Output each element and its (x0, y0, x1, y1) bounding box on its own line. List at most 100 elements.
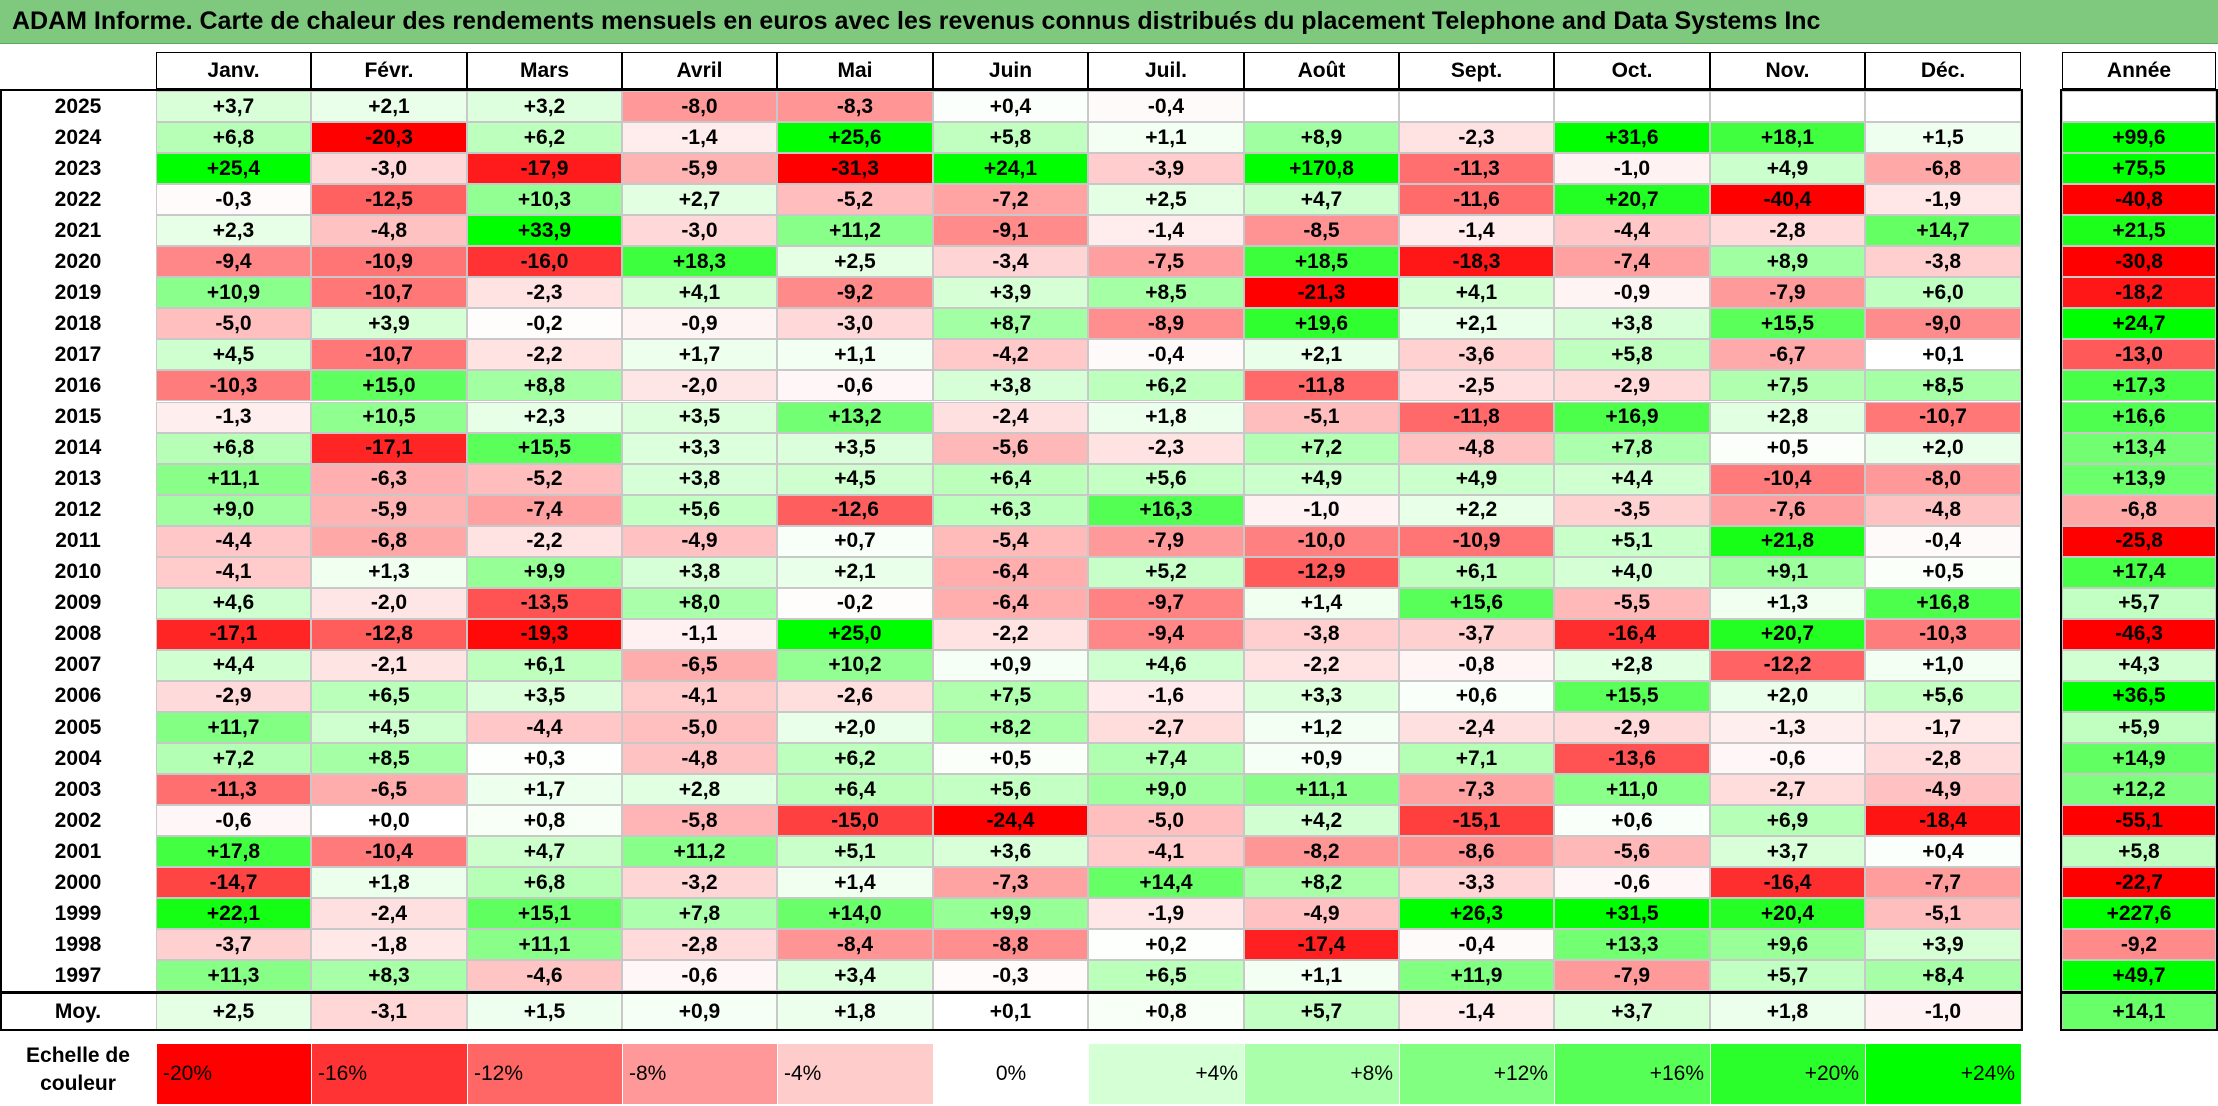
heatmap-cell: -8,2 (1244, 836, 1399, 868)
heatmap-cell: -7,9 (1554, 960, 1710, 992)
heatmap-cell: +26,3 (1399, 898, 1554, 930)
heatmap-cell: -10,7 (311, 339, 467, 371)
heatmap-cell: -10,9 (311, 246, 467, 278)
heatmap-cell: +2,3 (156, 215, 311, 247)
heatmap-cell: -4,8 (1399, 432, 1554, 464)
heatmap-cell: +2,8 (1554, 649, 1710, 681)
heatmap-cell: +7,8 (1554, 432, 1710, 464)
heatmap-cell: -1,0 (1244, 494, 1399, 526)
average-cell: +1,8 (1710, 993, 1865, 1030)
heatmap-cell: -12,8 (311, 618, 467, 650)
heatmap-cell: -10,0 (1244, 525, 1399, 557)
heatmap-cell: +22,1 (156, 898, 311, 930)
annual-return-cell: +75,5 (2062, 153, 2216, 185)
heatmap-cell: -5,6 (933, 432, 1088, 464)
heatmap-cell: +1,1 (1088, 122, 1244, 154)
heatmap-cell: +2,5 (777, 246, 933, 278)
row-year-label: 2012 (54, 498, 102, 522)
heatmap-cell: +0,9 (1244, 743, 1399, 775)
heatmap-cell: -0,6 (1554, 867, 1710, 899)
row-year-label: 2010 (54, 560, 102, 584)
heatmap-cell: +4,9 (1244, 463, 1399, 495)
heatmap-cell: -4,1 (622, 680, 777, 712)
heatmap-cell: +8,5 (1088, 277, 1244, 309)
heatmap-cell: +3,9 (1865, 929, 2021, 961)
heatmap-cell: +3,5 (777, 432, 933, 464)
heatmap-cell: +3,7 (1710, 836, 1865, 868)
annual-return-cell: +24,7 (2062, 308, 2216, 340)
annual-return-cell: +99,6 (2062, 122, 2216, 154)
color-scale-swatch: +12% (1399, 1044, 1554, 1104)
month-header: Juil. (1088, 52, 1244, 89)
heatmap-cell: +1,3 (311, 556, 467, 588)
heatmap-cell: -5,4 (933, 525, 1088, 557)
heatmap-cell: -0,9 (1554, 277, 1710, 309)
heatmap-cell: -2,3 (1088, 432, 1244, 464)
heatmap-cell: -7,4 (467, 494, 622, 526)
row-year-label: 1999 (54, 901, 102, 925)
heatmap-cell: -8,5 (1244, 215, 1399, 247)
annual-return-cell: +12,2 (2062, 774, 2216, 806)
heatmap-cell: +11,1 (1244, 774, 1399, 806)
row-year-label: 2017 (54, 342, 102, 366)
heatmap-cell: -5,1 (1865, 898, 2021, 930)
heatmap-cell: +0,8 (467, 805, 622, 837)
row-year-label: 2002 (54, 808, 102, 832)
heatmap-cell: -2,7 (1710, 774, 1865, 806)
heatmap-cell: -17,4 (1244, 929, 1399, 961)
annual-return-cell: +227,6 (2062, 898, 2216, 930)
heatmap-cell: +15,6 (1399, 587, 1554, 619)
heatmap-cell: +3,9 (933, 277, 1088, 309)
heatmap-cell: +16,3 (1088, 494, 1244, 526)
heatmap-cell: +1,7 (467, 774, 622, 806)
heatmap-cell: -5,0 (156, 308, 311, 340)
month-header: Sept. (1399, 52, 1554, 89)
heatmap-cell: +2,8 (1710, 401, 1865, 433)
annual-return-cell: -6,8 (2062, 494, 2216, 526)
heatmap-cell: +2,0 (777, 712, 933, 744)
heatmap-cell: +0,1 (1865, 339, 2021, 371)
heatmap-cell: -20,3 (311, 122, 467, 154)
row-year-label: 1997 (54, 963, 102, 987)
heatmap-cell: +3,3 (1244, 680, 1399, 712)
heatmap-cell: +4,9 (1399, 463, 1554, 495)
heatmap-cell: +7,8 (622, 898, 777, 930)
average-year-cell: +14,1 (2062, 993, 2216, 1030)
heatmap-cell: -5,0 (622, 712, 777, 744)
heatmap-cell: -12,9 (1244, 556, 1399, 588)
heatmap-cell: +9,0 (1088, 774, 1244, 806)
heatmap-cell: +3,8 (622, 463, 777, 495)
heatmap-cell: -1,3 (1710, 712, 1865, 744)
heatmap-cell: -1,6 (1088, 680, 1244, 712)
heatmap-cell: +2,7 (622, 184, 777, 216)
heatmap-cell: -0,6 (156, 805, 311, 837)
heatmap-cell: +7,2 (156, 743, 311, 775)
heatmap-cell: +1,2 (1244, 712, 1399, 744)
month-header: Juin (933, 52, 1088, 89)
heatmap-cell: -3,8 (1244, 618, 1399, 650)
heatmap-cell: -6,8 (1865, 153, 2021, 185)
heatmap-cell: -0,4 (1399, 929, 1554, 961)
heatmap-cell: +9,1 (1710, 556, 1865, 588)
month-header: Oct. (1554, 52, 1710, 89)
heatmap-cell: +1,7 (622, 339, 777, 371)
heatmap-cell: -5,9 (311, 494, 467, 526)
heatmap-cell: -3,7 (1399, 618, 1554, 650)
heatmap-cell: +4,7 (1244, 184, 1399, 216)
average-row-label: Moy. (54, 999, 102, 1023)
heatmap-cell: -18,4 (1865, 805, 2021, 837)
annual-return-cell: +5,8 (2062, 836, 2216, 868)
heatmap-cell: +0,4 (933, 91, 1088, 123)
heatmap-cell: -16,4 (1554, 618, 1710, 650)
heatmap-cell: +2,0 (1865, 432, 2021, 464)
heatmap-cell: +6,5 (1088, 960, 1244, 992)
heatmap-cell: -5,6 (1554, 836, 1710, 868)
heatmap-cell: -5,9 (622, 153, 777, 185)
heatmap-cell: +8,0 (622, 587, 777, 619)
heatmap-cell: -9,1 (933, 215, 1088, 247)
heatmap-cell: -8,0 (622, 91, 777, 123)
annual-return-cell: +49,7 (2062, 960, 2216, 992)
heatmap-cell: -12,6 (777, 494, 933, 526)
heatmap-cell: +3,5 (622, 401, 777, 433)
heatmap-cell: -0,6 (622, 960, 777, 992)
